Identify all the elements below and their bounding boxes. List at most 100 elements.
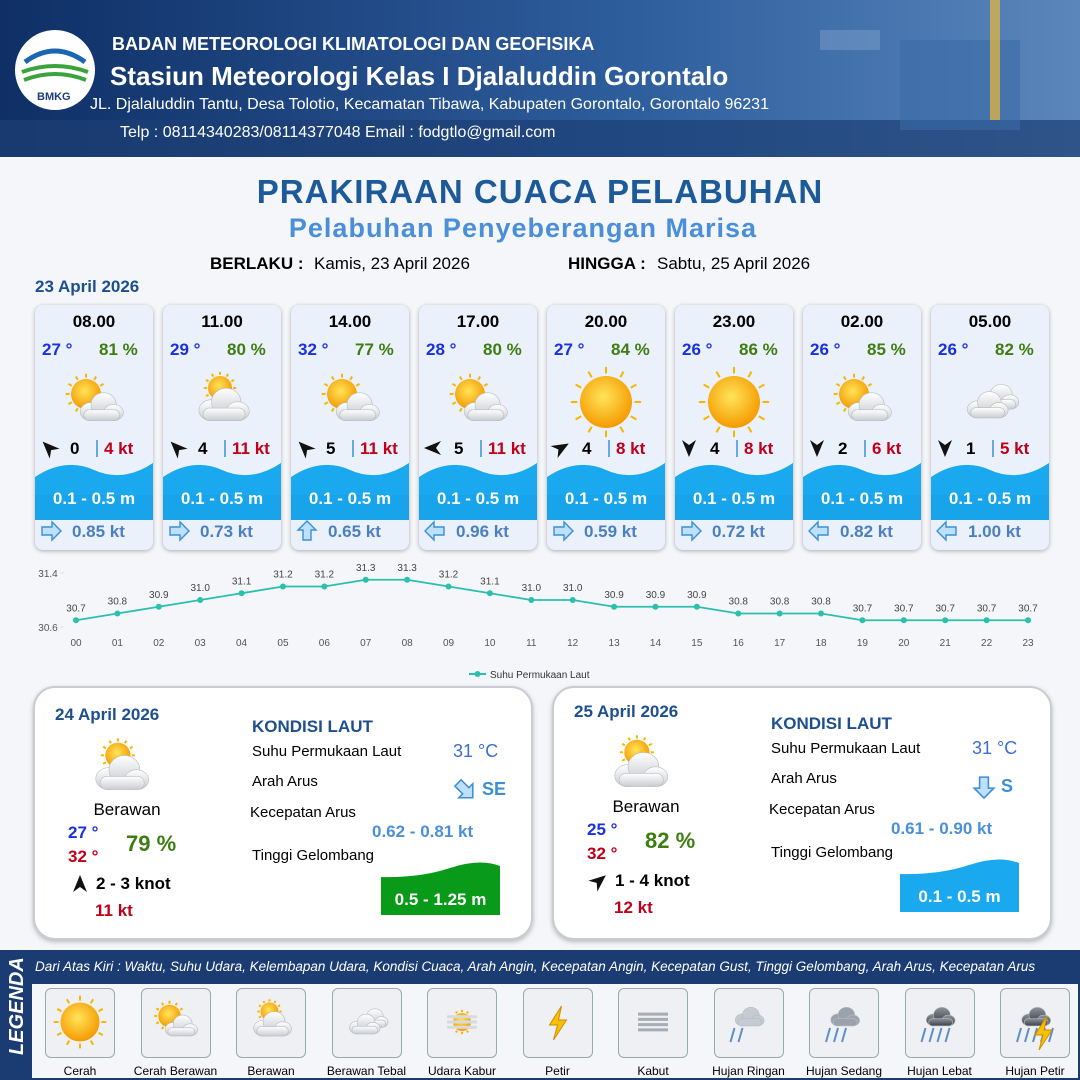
sun-ray	[225, 373, 229, 378]
x-tick-label: 04	[236, 638, 248, 649]
sun-ray	[621, 742, 626, 747]
rain	[944, 1027, 951, 1043]
rain	[737, 1027, 744, 1043]
humidity: 80 %	[483, 340, 522, 359]
rain	[928, 1027, 935, 1043]
sun-ray	[477, 375, 481, 381]
sun-ray	[747, 426, 753, 433]
wind-speed: 1 - 4 knot	[615, 871, 690, 890]
sun-ray	[102, 761, 107, 765]
temp-min: 27 °	[68, 823, 99, 842]
legend-title: LEGENDA	[6, 957, 28, 1055]
x-tick-label: 03	[195, 638, 207, 649]
cloud	[79, 392, 124, 421]
temperature: 27 °	[42, 340, 73, 359]
sun-ray	[451, 401, 457, 405]
data-label: 30.7	[66, 603, 86, 614]
card-graphics	[35, 373, 153, 542]
sun-ray	[619, 426, 625, 433]
crane	[990, 0, 1000, 120]
sun-ray	[67, 401, 73, 405]
sst-point	[486, 590, 493, 597]
data-label: 30.7	[853, 603, 873, 614]
legend-description: Dari Atas Kiri : Waktu, Suhu Udara, Kele…	[35, 959, 1036, 974]
cloud	[198, 387, 250, 422]
header: BMKG BADAN METEOROLOGI KLIMATOLOGI DAN G…	[0, 0, 1080, 157]
sun-ray	[108, 740, 112, 744]
legend-icon	[349, 1008, 389, 1035]
sun-ray	[703, 415, 710, 421]
cloud	[830, 1006, 860, 1027]
sun-ray	[258, 1004, 262, 1008]
sun-ray	[466, 1030, 469, 1034]
sst-point	[693, 603, 700, 610]
sst-point	[362, 576, 369, 583]
humidity: 86 %	[739, 340, 778, 359]
wind-arrow	[170, 441, 188, 459]
cloud	[847, 392, 892, 421]
sst-point	[73, 617, 79, 624]
logo-waves	[21, 64, 89, 82]
cloud-part	[83, 409, 121, 421]
cloud	[95, 755, 149, 790]
sun-ray	[835, 383, 841, 387]
legend-icon	[548, 1005, 568, 1041]
legend-icon	[53, 995, 107, 1049]
temp-max: 32 °	[587, 844, 618, 863]
sun-ray	[349, 375, 353, 381]
x-tick-label: 20	[898, 638, 910, 649]
cloud-part	[737, 1018, 763, 1027]
sun-ray	[575, 383, 582, 389]
current-arrow	[296, 520, 318, 541]
legend-label: Suhu Permukaan Laut	[490, 670, 590, 681]
data-label: 30.7	[894, 603, 914, 614]
gust: 11 kt	[360, 439, 398, 458]
subtitle: Pelabuhan Penyeberangan Marisa	[288, 213, 758, 243]
sst-point	[776, 610, 783, 617]
x-tick-label: 09	[443, 638, 455, 649]
title: PRAKIRAAN CUACA PELABUHAN	[256, 173, 824, 210]
wave	[900, 859, 1019, 912]
sun-ray	[630, 383, 637, 389]
data-label: 30.8	[811, 597, 831, 608]
legend-icon-box	[236, 988, 306, 1058]
sun-ray	[258, 1015, 262, 1019]
data-label: 30.9	[687, 590, 707, 601]
data-label: 31.0	[190, 583, 210, 594]
temperature: 26 °	[938, 340, 969, 359]
time: 23.00	[712, 312, 756, 331]
time: 20.00	[584, 312, 628, 331]
sun-ray	[861, 375, 865, 381]
sun-ray	[835, 401, 841, 405]
legend-label: Udara Kabur	[427, 1064, 497, 1078]
x-tick-label: 12	[567, 638, 579, 649]
today-date: 23 April 2026	[35, 277, 140, 296]
valid-from: Kamis, 23 April 2026	[314, 254, 470, 273]
sst-point	[611, 603, 618, 610]
wave-base	[803, 495, 921, 520]
current-speed-label: Kecepatan Arus	[769, 801, 875, 818]
sst-point	[528, 597, 535, 603]
rain	[825, 1027, 831, 1043]
sun-ray	[455, 1010, 458, 1014]
rain	[920, 1027, 927, 1043]
data-label: 31.3	[397, 563, 417, 574]
wave-base	[931, 495, 1049, 520]
current-speed: 0.72 kt	[712, 522, 765, 541]
current-arrow	[972, 776, 996, 800]
sun-ray	[277, 1004, 281, 1008]
sun-ray	[161, 1002, 165, 1006]
humidity: 84 %	[611, 340, 650, 359]
sun-ray	[230, 379, 235, 383]
current-arrow	[553, 520, 574, 542]
legend-icon	[920, 1006, 956, 1043]
cloud	[463, 392, 508, 421]
gust: 12 kt	[614, 898, 653, 917]
current-dir-label: Arah Arus	[771, 770, 837, 787]
condition: Berawan	[93, 800, 161, 819]
sun-ray	[621, 758, 626, 762]
temperature: 29 °	[170, 340, 201, 359]
temp-max: 32 °	[68, 847, 99, 866]
card-graphics	[675, 366, 793, 542]
humidity: 85 %	[867, 340, 906, 359]
